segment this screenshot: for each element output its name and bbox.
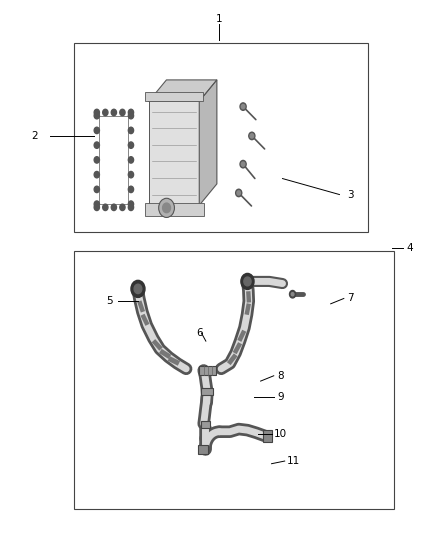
Circle shape bbox=[128, 112, 134, 119]
Circle shape bbox=[128, 204, 134, 211]
Circle shape bbox=[94, 186, 99, 192]
Circle shape bbox=[128, 201, 134, 207]
Text: 9: 9 bbox=[277, 392, 284, 402]
Circle shape bbox=[94, 142, 99, 148]
Circle shape bbox=[128, 186, 134, 192]
Circle shape bbox=[94, 172, 99, 178]
Circle shape bbox=[134, 284, 142, 294]
Circle shape bbox=[249, 132, 255, 140]
Circle shape bbox=[241, 273, 254, 289]
Circle shape bbox=[128, 142, 134, 148]
Circle shape bbox=[291, 293, 294, 296]
Circle shape bbox=[128, 109, 134, 116]
Text: 8: 8 bbox=[277, 371, 284, 381]
Bar bbox=[198, 445, 208, 454]
Text: 11: 11 bbox=[287, 456, 300, 466]
Circle shape bbox=[111, 109, 117, 116]
Circle shape bbox=[94, 201, 99, 207]
Text: 2: 2 bbox=[32, 131, 39, 141]
Circle shape bbox=[102, 204, 108, 211]
Bar bbox=[263, 430, 272, 442]
Bar bbox=[145, 203, 204, 216]
Circle shape bbox=[237, 191, 240, 195]
Circle shape bbox=[94, 112, 99, 119]
Circle shape bbox=[240, 160, 246, 168]
Circle shape bbox=[128, 157, 134, 163]
Polygon shape bbox=[149, 80, 217, 101]
Circle shape bbox=[240, 103, 246, 110]
Circle shape bbox=[236, 189, 242, 197]
Bar bbox=[149, 101, 199, 205]
Circle shape bbox=[159, 198, 174, 217]
Circle shape bbox=[94, 204, 99, 211]
Polygon shape bbox=[199, 80, 217, 205]
Circle shape bbox=[131, 280, 145, 297]
Circle shape bbox=[94, 157, 99, 163]
Text: 3: 3 bbox=[347, 190, 354, 199]
Circle shape bbox=[241, 162, 245, 166]
Circle shape bbox=[94, 127, 99, 134]
Circle shape bbox=[244, 277, 251, 286]
Circle shape bbox=[102, 109, 108, 116]
Bar bbox=[99, 116, 128, 204]
Text: 10: 10 bbox=[274, 430, 287, 439]
Text: 7: 7 bbox=[347, 294, 354, 303]
Text: 1: 1 bbox=[215, 14, 223, 23]
Text: 4: 4 bbox=[406, 243, 413, 253]
Circle shape bbox=[94, 109, 99, 116]
Circle shape bbox=[120, 109, 125, 116]
Circle shape bbox=[290, 290, 296, 298]
Circle shape bbox=[128, 127, 134, 134]
Circle shape bbox=[162, 203, 170, 213]
Circle shape bbox=[111, 204, 117, 211]
Bar bbox=[74, 43, 368, 232]
Circle shape bbox=[241, 104, 245, 109]
Circle shape bbox=[120, 204, 125, 211]
Bar bbox=[201, 421, 210, 428]
Bar bbox=[145, 92, 203, 101]
Bar bbox=[201, 388, 213, 395]
Circle shape bbox=[250, 134, 254, 138]
Text: 5: 5 bbox=[106, 296, 113, 306]
Text: 6: 6 bbox=[196, 328, 203, 338]
Bar bbox=[199, 366, 216, 375]
Circle shape bbox=[128, 172, 134, 178]
Bar bbox=[74, 251, 394, 509]
